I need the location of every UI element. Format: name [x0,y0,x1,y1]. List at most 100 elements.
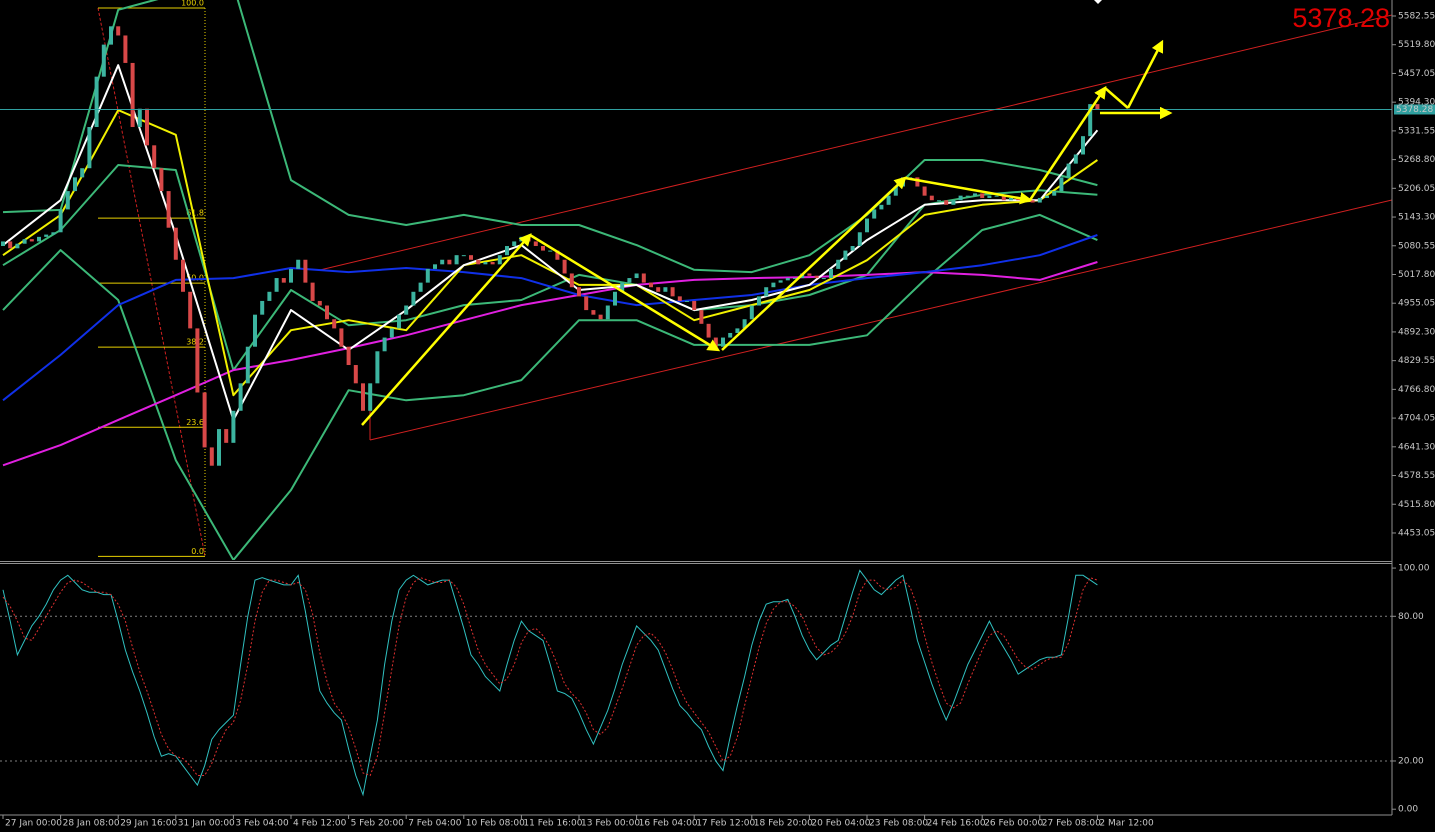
channel-upper [319,14,1392,271]
shift-marker [1094,0,1102,4]
candle [670,287,675,297]
candle [101,44,106,77]
x-tick-label: 5 Feb 20:00 [351,819,405,829]
x-tick-label: 28 Jan 08:00 [63,819,120,829]
candle [253,314,257,347]
y-tick-label: 5268.80 [1398,155,1435,165]
candle [231,410,236,443]
candle [490,262,495,265]
candle [886,195,891,205]
y-tick-label: 5394.30 [1398,98,1435,108]
x-tick-label: 20 Feb 04:00 [811,819,870,829]
candle [353,365,358,384]
candle [793,278,797,280]
fibo-label: 61.8 [186,209,204,218]
candle [123,35,128,63]
y-tick-label: 5519.80 [1398,40,1435,50]
candle [22,239,27,244]
x-tick-label: 18 Feb 20:00 [754,819,813,829]
candle [519,236,524,242]
candle [325,305,329,320]
candle [1088,104,1093,137]
x-tick-label: 31 Jan 00:00 [178,819,235,829]
candle [1045,195,1049,198]
y-tick-label: 5017.80 [1398,270,1435,280]
candle [238,383,243,411]
last-price-box [1394,104,1435,115]
y-tick-label: 5206.05 [1398,184,1435,194]
candle [541,246,545,251]
candle [51,232,56,235]
y-tick-label: 4766.80 [1398,385,1435,395]
candle [778,280,783,283]
candle [1073,154,1078,164]
y-tick-label: 20.00 [1398,756,1424,766]
candle [1052,191,1057,196]
arrow [1028,85,1107,201]
indicator-line [2,109,1098,397]
candle [922,186,927,196]
candle [692,300,697,311]
fibo-label: 50.0 [186,274,204,283]
y-tick-label: 4515.80 [1398,500,1435,510]
last-price-big: 5378.28 [1292,3,1390,33]
y-tick-label: 5143.30 [1398,213,1435,223]
candle [58,209,63,233]
candle [677,296,682,301]
oscillator-line [2,577,1098,777]
candle [274,278,279,292]
arrow [361,233,532,426]
candle [1081,136,1085,155]
candle [281,278,286,283]
fibo-label: 100.0 [181,0,204,8]
candle [166,191,171,228]
candle [699,310,704,324]
candle [137,108,142,128]
candle [461,255,466,257]
candle [418,282,423,292]
candle [389,328,394,338]
candle [1,241,5,247]
candle [116,26,121,36]
candle [87,127,92,169]
y-tick-label: 4578.55 [1398,471,1435,481]
candle [454,255,459,265]
candle [555,250,560,260]
indicator-line [2,234,1098,402]
arrow [529,233,721,352]
y-tick-label: 0.00 [1398,805,1418,815]
candle [8,241,13,249]
candle [533,241,538,247]
candle [577,287,581,297]
stochastic-panel [0,569,1392,797]
fibo-label: 23.6 [186,418,204,427]
candle [195,328,200,393]
candle [1066,163,1071,178]
indicator-line [2,0,1098,274]
candle [245,346,250,384]
arrow [1126,39,1164,109]
candle [706,323,711,338]
candle [29,239,34,242]
candle [469,255,473,260]
indicator-line [2,213,1098,560]
candle [951,200,956,205]
candle [915,177,920,187]
candle [713,337,718,347]
oscillator-line [2,569,1098,797]
candle [173,227,178,260]
candle [65,191,70,210]
candle [850,246,855,251]
candle [94,76,99,128]
candle [80,168,85,178]
candle [130,62,135,128]
candle [620,282,625,292]
candle [937,200,941,202]
candle [749,305,754,320]
x-tick-label: 23 Feb 08:00 [869,819,928,829]
candle [1037,197,1042,203]
candle [512,241,517,247]
y-tick-label: 4641.30 [1398,442,1435,452]
candle [569,273,574,288]
x-tick-label: 11 Feb 16:00 [523,819,582,829]
